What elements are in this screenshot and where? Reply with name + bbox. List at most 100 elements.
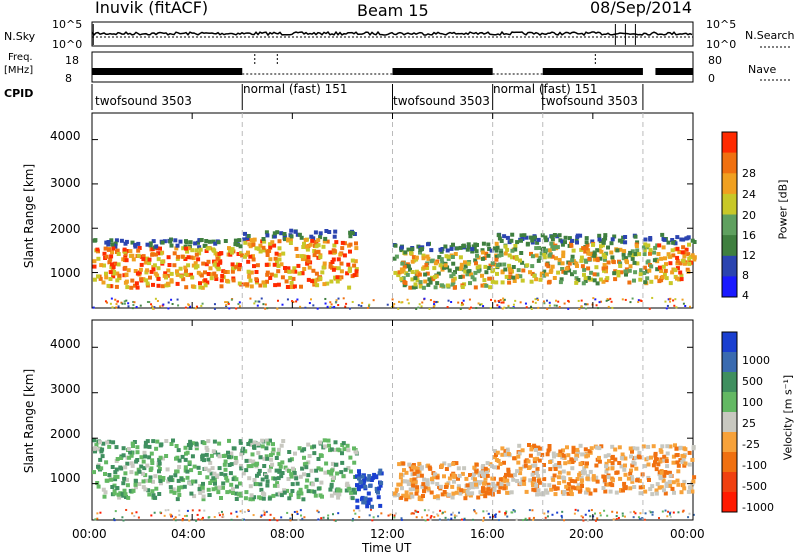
echo-cell (172, 490, 177, 495)
echo-cell (353, 259, 358, 264)
echo-cell (135, 450, 140, 455)
echo-cell (306, 489, 311, 494)
echo-cell (269, 457, 274, 462)
echo-cell (219, 496, 223, 500)
echo-cell (615, 517, 618, 520)
echo-cell (432, 495, 437, 500)
echo-cell (340, 451, 344, 456)
echo-cell (588, 469, 593, 474)
echo-cell (541, 492, 546, 497)
echo-cell (544, 238, 549, 243)
echo-cell (248, 244, 253, 249)
echo-cell (305, 247, 310, 252)
echo-cell (304, 484, 309, 489)
echo-cell (418, 250, 422, 255)
echo-cell (150, 514, 153, 517)
echo-cell (302, 462, 307, 467)
echo-cell (462, 303, 465, 306)
echo-cell (664, 300, 667, 303)
echo-cell (218, 260, 223, 265)
echo-cell (100, 454, 105, 459)
echo-cell (175, 497, 180, 502)
echo-cell (340, 460, 345, 465)
echo-cell (594, 519, 597, 522)
echo-cell (407, 302, 410, 305)
echo-cell (505, 510, 508, 513)
power-colorbar-swatch (722, 214, 737, 236)
velocity-colorbar-swatch (722, 412, 737, 433)
echo-cell (358, 516, 361, 519)
echo-cell (415, 307, 418, 310)
echo-cell (231, 278, 236, 283)
echo-cell (619, 464, 624, 469)
velocity-cbar-tick: -25 (742, 438, 760, 451)
x-tick: 04:00 (171, 527, 206, 541)
echo-cell (505, 478, 510, 483)
echo-cell (601, 266, 606, 271)
echo-cell (561, 510, 564, 513)
echo-cell (224, 476, 229, 480)
echo-cell (147, 257, 152, 262)
echo-cell (324, 461, 329, 466)
echo-cell (338, 252, 343, 257)
echo-cell (557, 481, 562, 485)
echo-cell (456, 484, 461, 489)
echo-cell (583, 279, 588, 283)
echo-cell (494, 514, 497, 517)
echo-cell (451, 278, 456, 283)
echo-cell (499, 298, 502, 301)
echo-cell (342, 253, 347, 258)
echo-cell (401, 461, 406, 466)
echo-cell (193, 241, 198, 246)
echo-cell (167, 301, 170, 304)
echo-cell (403, 250, 408, 255)
echo-cell (613, 277, 618, 282)
echo-cell (645, 276, 650, 281)
echo-cell (616, 270, 621, 274)
velocity-colorbar-swatch (722, 392, 737, 413)
echo-cell (585, 242, 590, 247)
echo-cell (122, 488, 127, 493)
echo-cell (194, 252, 199, 257)
echo-cell (460, 304, 463, 307)
echo-cell (442, 490, 447, 494)
echo-cell (233, 455, 238, 460)
echo-cell (272, 231, 277, 236)
echo-cell (331, 306, 334, 309)
echo-cell (302, 267, 307, 271)
echo-cell (532, 476, 536, 481)
echo-cell (594, 265, 599, 270)
echo-cell (551, 513, 554, 516)
echo-cell (205, 475, 210, 480)
echo-cell (507, 306, 510, 309)
echo-cell (330, 461, 335, 466)
echo-cell (547, 447, 552, 452)
echo-cell (502, 297, 505, 300)
echo-cell (676, 482, 681, 487)
echo-cell (559, 277, 564, 282)
echo-cell (450, 255, 455, 259)
echo-cell (286, 298, 289, 301)
echo-cell (556, 475, 561, 480)
echo-cell (114, 284, 119, 289)
echo-cell (122, 476, 127, 481)
echo-cell (310, 279, 315, 284)
echo-cell (209, 478, 214, 483)
echo-cell (586, 488, 591, 493)
echo-cell (342, 447, 347, 452)
echo-cell (332, 249, 337, 254)
echo-cell (657, 279, 662, 284)
echo-cell (268, 245, 273, 250)
echo-cell (543, 250, 548, 255)
echo-cell (147, 478, 152, 483)
echo-cell (99, 263, 104, 268)
echo-cell (488, 263, 493, 268)
echo-cell (645, 243, 650, 248)
echo-cell (585, 461, 589, 466)
echo-cell (687, 242, 691, 247)
echo-cell (181, 277, 186, 282)
echo-cell (333, 229, 338, 234)
echo-cell (433, 300, 436, 303)
echo-cell (623, 235, 628, 239)
echo-cell (465, 272, 470, 277)
